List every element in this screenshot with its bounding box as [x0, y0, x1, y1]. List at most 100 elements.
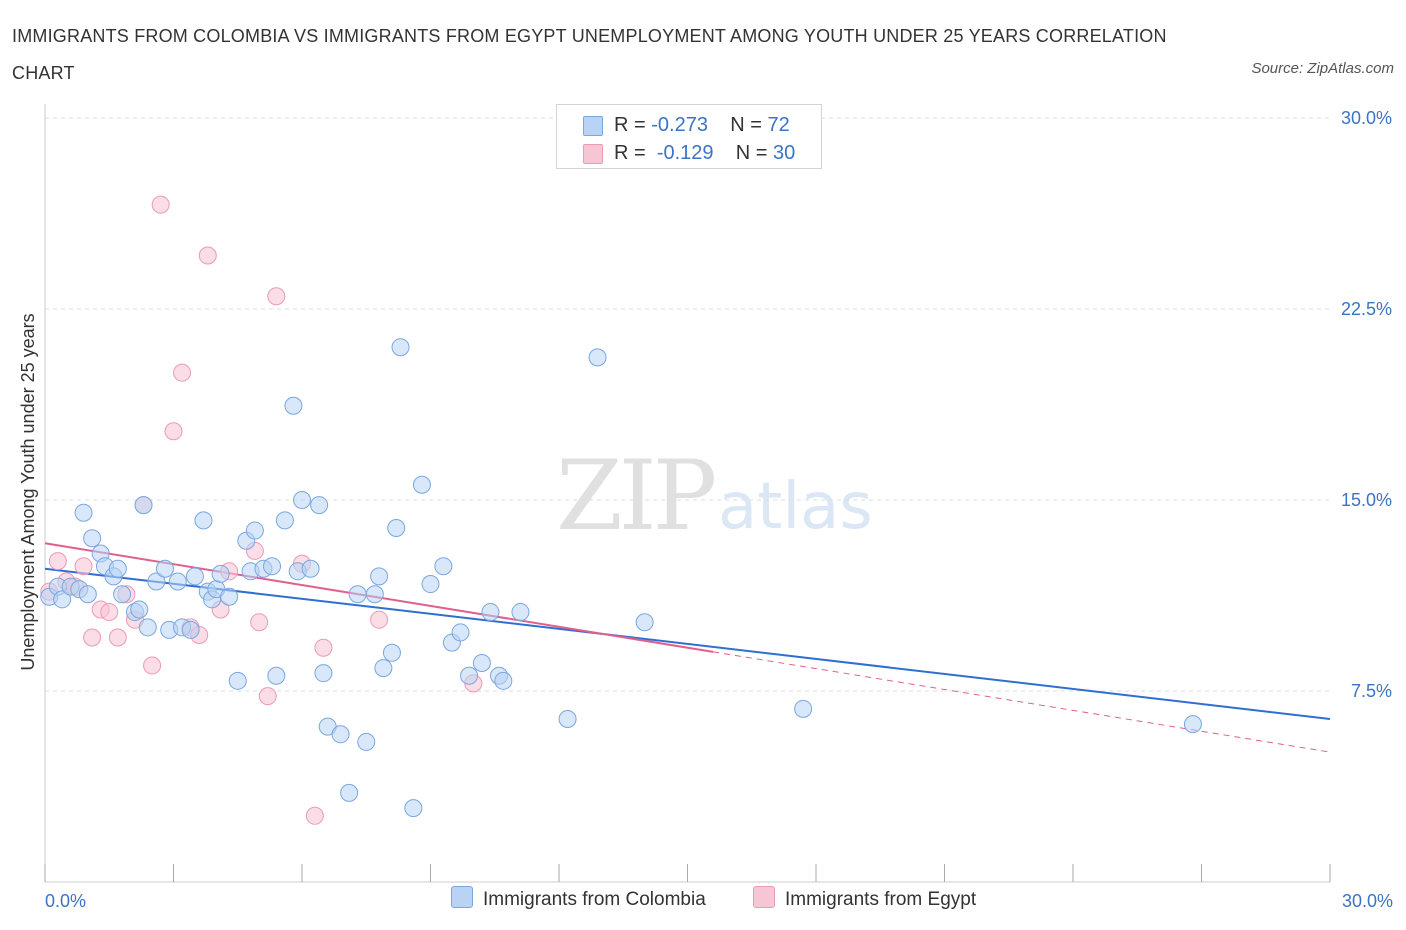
egypt-point	[100, 603, 119, 622]
colombia-point	[365, 585, 384, 604]
colombia-point	[370, 567, 389, 586]
colombia-point	[108, 559, 127, 578]
legend-r-label: R =	[614, 142, 652, 164]
colombia-point	[155, 559, 174, 578]
colombia-point	[331, 725, 350, 744]
colombia-point	[267, 666, 286, 685]
colombia-point	[211, 564, 230, 583]
colombia-point	[1183, 715, 1202, 734]
egypt-point	[305, 806, 324, 825]
colombia-point	[83, 529, 102, 548]
axes	[44, 104, 1331, 883]
y-tick-label: 30.0%	[1341, 108, 1392, 128]
grid-lines	[45, 117, 1330, 692]
legend-n-value: 72	[767, 114, 790, 136]
colombia-point	[130, 600, 149, 619]
egypt-point	[198, 246, 217, 265]
colombia-point	[421, 575, 440, 594]
colombia-point	[220, 587, 239, 606]
data-points	[40, 195, 1202, 825]
colombia-point	[275, 511, 294, 530]
legend-n-label: N =	[730, 114, 768, 136]
colombia-point	[412, 475, 431, 494]
egypt-point	[250, 613, 269, 632]
colombia-point	[382, 643, 401, 662]
legend-n-value: 30	[773, 142, 796, 164]
colombia-point	[138, 618, 157, 637]
colombia-point	[434, 557, 453, 576]
y-tick-label: 7.5%	[1351, 681, 1392, 701]
egypt-point	[108, 628, 127, 647]
watermark-atlas: atlas	[718, 470, 873, 544]
egypt-point	[258, 687, 277, 706]
colombia-point	[53, 590, 72, 609]
colombia-point	[310, 496, 329, 515]
colombia-point	[460, 666, 479, 685]
colombia-point	[113, 585, 132, 604]
egypt-point	[370, 610, 389, 629]
egypt-point	[83, 628, 102, 647]
egypt-point	[151, 195, 170, 214]
egypt-point	[74, 557, 93, 576]
y-axis-title: Unemployment Among Youth under 25 years	[18, 313, 38, 670]
y-tick-label: 22.5%	[1341, 299, 1392, 319]
colombia-point	[558, 710, 577, 729]
egypt-point	[267, 287, 286, 306]
bottom-legend-colombia: Immigrants from Colombia	[451, 886, 706, 911]
bottom-legend-colombia-label: Immigrants from Colombia	[483, 889, 706, 910]
legend-r-label: R =	[614, 114, 652, 136]
colombia-swatch	[451, 886, 473, 908]
watermark-zip: ZIP	[556, 440, 717, 552]
egypt-point	[143, 656, 162, 675]
colombia-point	[245, 521, 264, 540]
chart-source: Source: ZipAtlas.com	[1251, 60, 1394, 77]
trend-lines	[44, 542, 1331, 753]
colombia-point	[481, 603, 500, 622]
colombia-point	[494, 671, 513, 690]
colombia-point	[588, 348, 607, 367]
colombia-point	[391, 338, 410, 357]
bottom-legend-egypt: Immigrants from Egypt	[753, 886, 976, 911]
colombia-point	[374, 659, 393, 678]
colombia-point	[168, 572, 187, 591]
colombia-point	[340, 783, 359, 802]
colombia-point	[263, 557, 282, 576]
colombia-point	[451, 623, 470, 642]
colombia-point	[511, 603, 530, 622]
colombia-point	[284, 396, 303, 415]
colombia-point	[472, 653, 491, 672]
colombia-swatch	[583, 116, 603, 136]
egypt-point	[173, 363, 192, 382]
colombia-point	[185, 567, 204, 586]
egypt-trend-line-extension	[713, 651, 1331, 753]
colombia-point	[78, 585, 97, 604]
egypt-point	[314, 638, 333, 657]
x-tick-label: 30.0%	[1342, 891, 1393, 911]
stats-legend: R = -0.273 N = 72 R = -0.129 N = 30	[556, 104, 822, 169]
colombia-point	[194, 511, 213, 530]
colombia-point	[794, 699, 813, 718]
x-tick-label: 0.0%	[45, 891, 86, 911]
colombia-point	[357, 732, 376, 751]
colombia-point	[635, 613, 654, 632]
colombia-point	[348, 585, 367, 604]
colombia-point	[314, 664, 333, 683]
egypt-swatch	[583, 144, 603, 164]
colombia-point	[404, 799, 423, 818]
legend-n-label: N =	[735, 142, 774, 164]
colombia-point	[301, 559, 320, 578]
colombia-point	[134, 496, 153, 515]
egypt-point	[48, 552, 67, 571]
colombia-point	[181, 620, 200, 639]
colombia-trend-line	[44, 567, 1331, 721]
bottom-legend-egypt-label: Immigrants from Egypt	[785, 889, 977, 910]
egypt-swatch	[753, 886, 775, 908]
legend-r-value: -0.129	[656, 142, 714, 164]
chart-title: IMMIGRANTS FROM COLOMBIA VS IMMIGRANTS F…	[12, 26, 1167, 83]
tick-labels: 7.5% 15.0% 22.5% 30.0% 0.0% 30.0%	[45, 108, 1393, 911]
colombia-point	[74, 503, 93, 522]
colombia-point	[387, 519, 406, 538]
egypt-point	[164, 422, 183, 441]
colombia-point	[228, 671, 247, 690]
